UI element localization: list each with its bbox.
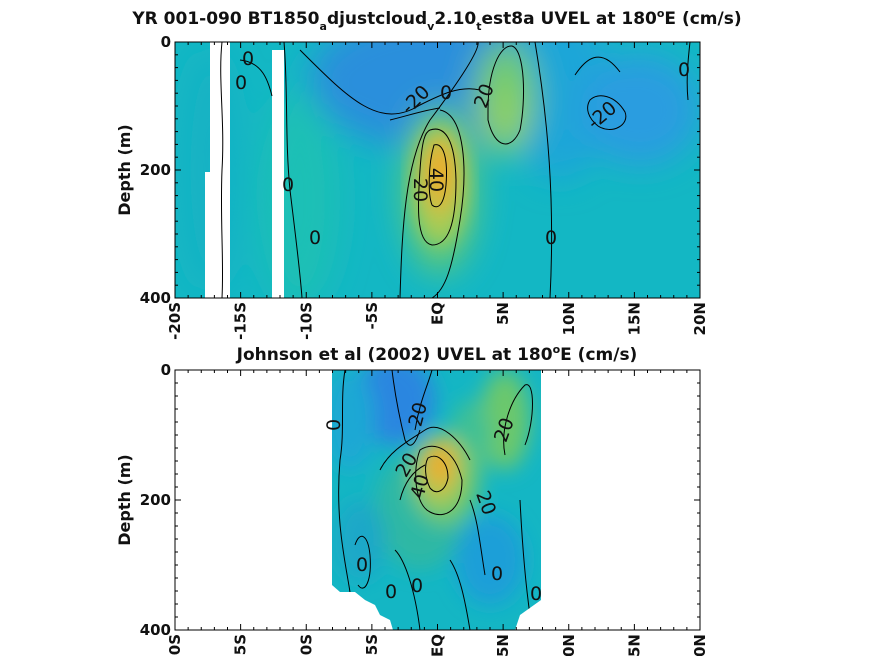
contour-label: 20 <box>409 178 431 202</box>
contour-label: 0 <box>545 227 557 249</box>
contour-label: 0 <box>235 72 247 94</box>
y-tick-label: 400 <box>140 621 171 639</box>
panel-2-heatmap <box>332 370 541 630</box>
panel-2-y-axis-label: Depth (m) <box>115 454 134 546</box>
contour-label: 0 <box>385 581 397 603</box>
contour-label: 0 <box>678 59 690 81</box>
panel-1-contours <box>220 42 691 298</box>
y-tick-label: 200 <box>140 491 171 509</box>
x-tick-label: 10N <box>560 634 578 656</box>
x-tick-label: 15N <box>625 634 643 656</box>
x-tick-label: -5S <box>363 634 381 656</box>
x-tick-label: 15N <box>625 302 643 335</box>
panel-2: Johnson et al (2002) UVEL at 180oE (cm/s… <box>115 343 709 656</box>
contour-label: 40 <box>425 168 447 192</box>
x-tick-label: 5N <box>494 302 512 325</box>
panel-1: YR 001-090 BT1850adjustcloudv2.10test8a … <box>115 7 742 340</box>
contour-label: 0 <box>411 575 423 597</box>
y-tick-label: 200 <box>140 161 171 179</box>
contour-label: 0 <box>440 82 452 104</box>
x-tick-label: EQ <box>429 634 447 656</box>
contour-label: 0 <box>242 48 254 70</box>
panel-1-heatmap <box>175 42 700 298</box>
x-tick-label: -10S <box>297 634 315 656</box>
contour-label: 0 <box>309 227 321 249</box>
contour-label: 0 <box>282 174 294 196</box>
x-tick-label: -20S <box>166 302 184 340</box>
y-tick-label: 400 <box>140 289 171 307</box>
missing-data-column <box>210 42 230 298</box>
panel-2-title: Johnson et al (2002) UVEL at 180oE (cm/s… <box>236 343 638 365</box>
panel-1-y-axis-label: Depth (m) <box>115 124 134 216</box>
panel-1-ticks <box>174 41 701 299</box>
x-tick-label: -5S <box>363 302 381 329</box>
panel-2-ticks <box>174 369 701 631</box>
missing-data-column <box>272 50 284 298</box>
y-tick-label: 0 <box>161 361 171 379</box>
panel-1-x-tick-labels: -20S -15S -10S -5S EQ 5N 10N 15N 20N <box>166 302 709 340</box>
contour-label: 0 <box>323 419 345 431</box>
panel-2-contours <box>338 370 533 630</box>
x-tick-label: -10S <box>297 302 315 340</box>
panel-2-y-tick-labels: 0 200 400 <box>140 361 171 639</box>
contour-label: 0 <box>530 583 542 605</box>
x-tick-label: 5N <box>494 634 512 656</box>
x-tick-label: EQ <box>429 302 447 325</box>
contour-label: 0 <box>491 563 503 585</box>
x-tick-label: -15S <box>232 634 250 656</box>
panel-2-x-tick-labels: -20S -15S -10S -5S EQ 5N 10N 15N 20N <box>166 634 709 656</box>
x-tick-label: 20N <box>691 634 709 656</box>
x-tick-label: 20N <box>691 302 709 335</box>
x-tick-label: -15S <box>232 302 250 340</box>
panel-1-y-tick-labels: 0 200 400 <box>140 33 171 307</box>
x-tick-label: -20S <box>166 634 184 656</box>
y-tick-label: 0 <box>161 33 171 51</box>
x-tick-label: 10N <box>560 302 578 335</box>
contour-label: 0 <box>356 554 368 576</box>
panel-1-title: YR 001-090 BT1850adjustcloudv2.10test8a … <box>131 7 741 33</box>
